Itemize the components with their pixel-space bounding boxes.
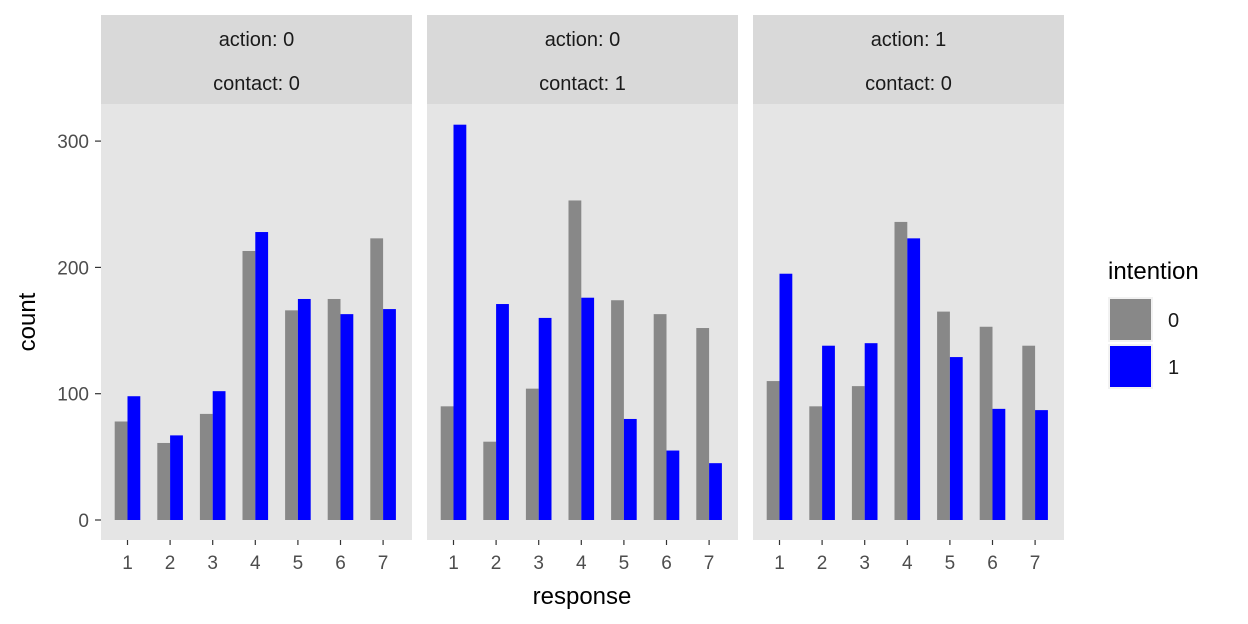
- bar: [766, 381, 780, 520]
- bar: [851, 386, 865, 520]
- bar: [949, 357, 963, 520]
- legend-key-1: [1110, 346, 1151, 387]
- y-axis: 0 100 200 300: [57, 132, 101, 532]
- facet-strip-label: action: 0: [219, 29, 295, 51]
- x-tick-label: 2: [165, 553, 176, 574]
- facet-strip-label: action: 0: [545, 29, 621, 51]
- facet-strip-label: action: 1: [871, 29, 947, 51]
- bar: [809, 406, 823, 520]
- legend-label-1: 1: [1168, 357, 1179, 379]
- bar: [496, 304, 509, 520]
- legend-label-0: 0: [1168, 310, 1179, 332]
- bar: [297, 298, 311, 520]
- x-tick-label: 7: [1030, 553, 1041, 574]
- x-tick-label: 3: [859, 553, 870, 574]
- y-tick-label: 0: [78, 511, 89, 532]
- panels-layer: action: 0 contact: 0 1 2 3 4 5 6 7 action: 0 conta…: [101, 15, 1064, 574]
- bar: [327, 298, 341, 520]
- y-tick-label: 100: [57, 385, 89, 406]
- bar: [127, 396, 141, 520]
- bar: [525, 388, 539, 520]
- bar: [1022, 345, 1036, 520]
- bar: [822, 345, 835, 520]
- y-tick-label: 200: [57, 258, 89, 279]
- bar: [1035, 410, 1048, 520]
- bar: [907, 238, 921, 520]
- x-tick-label: 1: [448, 553, 459, 574]
- bar: [483, 441, 497, 520]
- bar: [568, 200, 582, 520]
- bar: [538, 317, 552, 520]
- bar: [212, 391, 226, 520]
- x-tick-label: 3: [207, 553, 218, 574]
- bar: [242, 250, 256, 521]
- x-tick-label: 6: [987, 553, 998, 574]
- bar: [383, 309, 396, 520]
- x-tick-label: 5: [945, 553, 956, 574]
- x-tick-label: 4: [902, 553, 913, 574]
- x-tick-label: 7: [704, 553, 715, 574]
- x-tick-label: 1: [122, 553, 133, 574]
- bar: [696, 328, 710, 520]
- bar: [864, 343, 878, 520]
- y-tick-label: 300: [57, 132, 89, 153]
- bar: [114, 421, 128, 520]
- bar: [285, 310, 298, 520]
- bar: [440, 406, 454, 520]
- bar: [611, 300, 624, 520]
- bar: [255, 232, 269, 521]
- facet-panel: action: 0 contact: 0 1 2 3 4 5 6 7: [101, 15, 412, 574]
- bar: [453, 124, 467, 521]
- bar: [623, 418, 637, 520]
- bar: [992, 408, 1006, 520]
- x-tick-label: 6: [661, 553, 672, 574]
- legend: intention 0 1: [1108, 258, 1199, 389]
- facet-strip-label: contact: 0: [213, 73, 300, 95]
- facet-strip: [753, 15, 1064, 104]
- x-tick-label: 4: [576, 553, 587, 574]
- bar: [979, 326, 993, 520]
- bar: [157, 442, 171, 520]
- x-tick-label: 6: [335, 553, 346, 574]
- facet-strip-label: contact: 1: [539, 73, 626, 95]
- legend-key-0: [1110, 299, 1151, 340]
- bar: [894, 221, 908, 520]
- x-tick-label: 2: [817, 553, 828, 574]
- x-tick-label: 3: [533, 553, 544, 574]
- bar: [653, 314, 667, 520]
- facet-strip: [427, 15, 738, 104]
- x-tick-label: 2: [491, 553, 502, 574]
- bar: [666, 450, 680, 520]
- bar: [199, 413, 213, 520]
- x-tick-label: 7: [378, 553, 389, 574]
- facet-strip: [101, 15, 412, 104]
- facet-panel: action: 1 contact: 0 1 2 3 4 5 6 7: [753, 15, 1064, 574]
- facet-panel: action: 0 contact: 1 1 2 3 4 5 6 7: [427, 15, 738, 574]
- x-tick-label: 5: [293, 553, 304, 574]
- bar: [370, 238, 384, 520]
- legend-title: intention: [1108, 258, 1199, 285]
- x-tick-label: 1: [774, 553, 785, 574]
- bar: [709, 463, 722, 520]
- bar: [937, 311, 950, 520]
- x-tick-label: 5: [619, 553, 630, 574]
- bar: [779, 273, 793, 520]
- y-axis-title: count: [14, 292, 41, 351]
- bar: [170, 435, 183, 520]
- bar: [581, 297, 595, 520]
- x-axis-title: response: [533, 583, 632, 610]
- bar: [340, 314, 354, 520]
- facet-strip-label: contact: 0: [865, 73, 952, 95]
- x-tick-label: 4: [250, 553, 261, 574]
